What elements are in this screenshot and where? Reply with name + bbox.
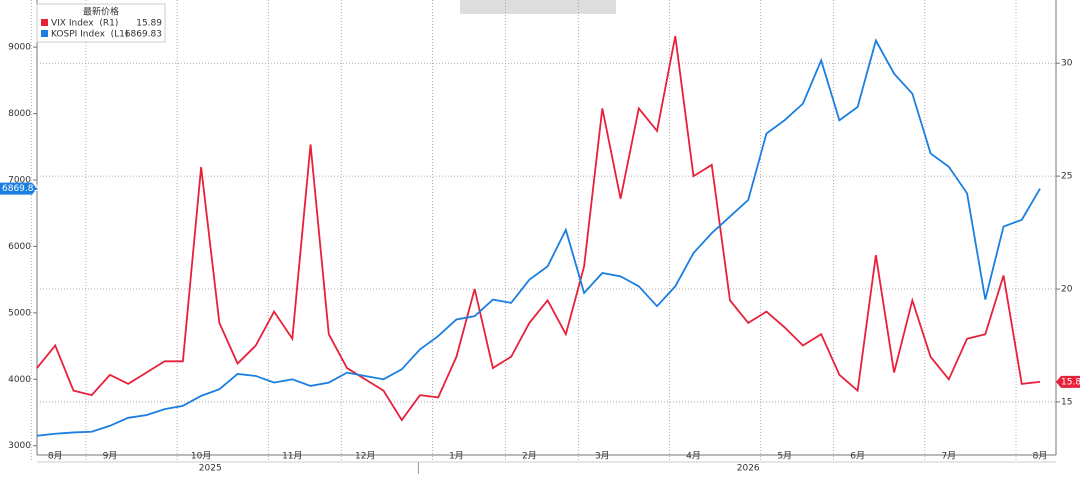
y2-tick-label: 25 xyxy=(1061,172,1072,182)
legend-value: 15.89 xyxy=(136,19,162,29)
x-tick-label: 9月 xyxy=(103,451,118,462)
x-tick-label: 10月 xyxy=(191,451,211,462)
latest-tag-label: 15.89 xyxy=(1061,377,1080,387)
x-tick-label: 5月 xyxy=(777,451,792,462)
y2-tick-label: 20 xyxy=(1061,285,1073,295)
toolbar[interactable] xyxy=(460,0,616,14)
y-tick-label: 7000 xyxy=(8,176,31,186)
x-tick-label: 7月 xyxy=(941,451,956,462)
y-tick-label: 4000 xyxy=(8,375,31,385)
y2-tick-label: 15 xyxy=(1061,397,1072,407)
x-tick-label: 3月 xyxy=(595,451,610,462)
y-tick-label: 3000 xyxy=(8,441,31,451)
legend-value: 6869.83 xyxy=(125,30,162,40)
y-tick-label: 5000 xyxy=(8,308,31,318)
x-tick-label: 6月 xyxy=(850,451,865,462)
x-tick-label: 8月 xyxy=(48,451,63,462)
x-tick-label: 12月 xyxy=(355,451,375,462)
x-tick-label: 2月 xyxy=(522,451,537,462)
x-tick-label: 8月 xyxy=(1033,451,1048,462)
legend-title: 最新价格 xyxy=(83,6,119,18)
latest-tag-label: 6869.83 xyxy=(2,184,39,194)
series-line xyxy=(36,38,1041,437)
y-tick-label: 6000 xyxy=(8,242,31,252)
latest-tag xyxy=(1056,375,1080,388)
year-label: 2026 xyxy=(737,464,760,474)
y2-tick-label: 30 xyxy=(1061,59,1073,69)
x-tick-label: 1月 xyxy=(449,451,464,462)
legend-label: VIX Index (R1) xyxy=(51,19,118,29)
plot xyxy=(30,0,1056,462)
legend-swatch xyxy=(41,30,48,37)
latest-tag xyxy=(0,182,37,195)
year-label: 2025 xyxy=(199,464,222,474)
series-line xyxy=(36,35,1041,422)
legend-swatch xyxy=(41,19,48,26)
y-tick-label: 9000 xyxy=(8,43,31,53)
x-tick-label: 4月 xyxy=(686,451,701,462)
legend xyxy=(36,3,166,43)
legend-label: KOSPI Index (L1) xyxy=(51,30,128,40)
x-tick-label: 11月 xyxy=(282,451,302,462)
y-tick-label: 8000 xyxy=(8,109,31,119)
